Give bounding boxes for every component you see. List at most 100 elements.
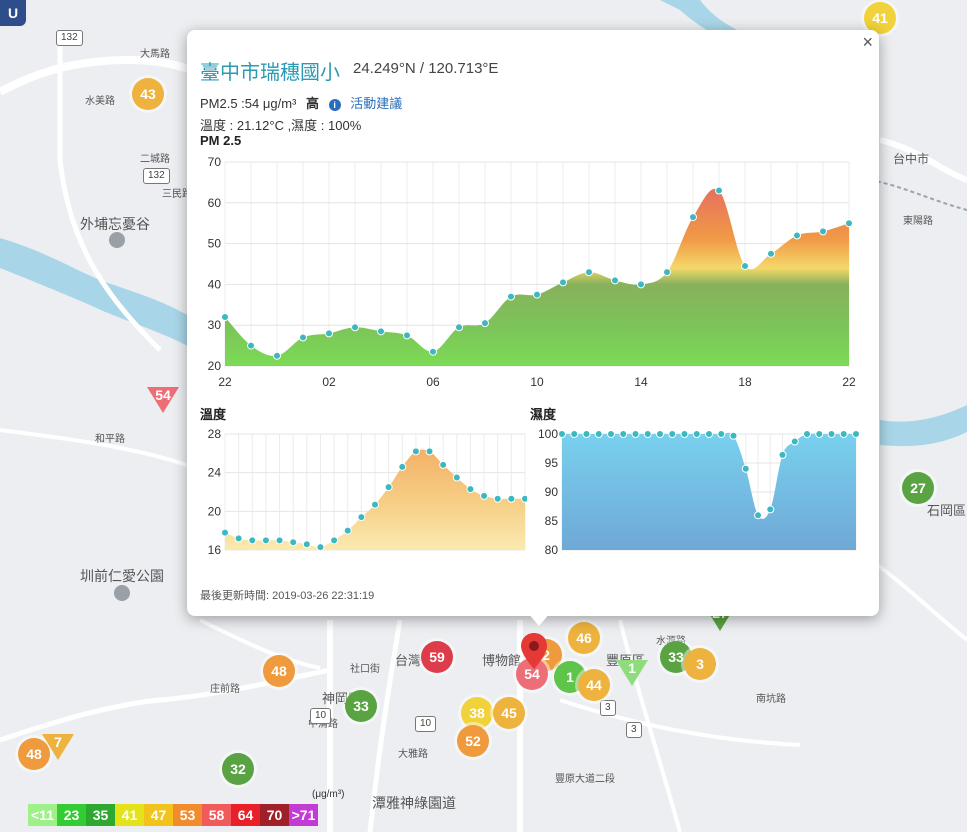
data-point[interactable] xyxy=(234,534,243,543)
data-point[interactable] xyxy=(680,430,689,438)
data-point[interactable] xyxy=(289,538,298,547)
data-point[interactable] xyxy=(371,500,379,509)
data-point[interactable] xyxy=(741,262,749,271)
data-point[interactable] xyxy=(248,536,257,545)
data-point[interactable] xyxy=(384,483,393,492)
data-point[interactable] xyxy=(705,430,713,438)
data-point[interactable] xyxy=(411,447,420,456)
data-point[interactable] xyxy=(689,213,697,222)
data-point[interactable] xyxy=(729,431,738,440)
data-point[interactable] xyxy=(439,460,448,469)
data-point[interactable] xyxy=(631,430,640,438)
data-point[interactable] xyxy=(299,333,307,342)
data-point[interactable] xyxy=(533,290,541,299)
data-point[interactable] xyxy=(558,430,566,438)
info-icon[interactable]: i xyxy=(328,99,341,111)
data-point[interactable] xyxy=(466,485,475,494)
data-point[interactable] xyxy=(715,186,723,195)
data-point[interactable] xyxy=(455,323,463,332)
data-point[interactable] xyxy=(766,505,775,514)
data-point[interactable] xyxy=(637,280,645,289)
data-point[interactable] xyxy=(343,526,352,535)
location-pin-icon[interactable] xyxy=(521,633,547,669)
data-point[interactable] xyxy=(330,536,339,545)
data-point[interactable] xyxy=(585,268,593,277)
data-point[interactable] xyxy=(767,249,775,258)
triangle-marker-value: 7 xyxy=(54,734,62,750)
data-point[interactable] xyxy=(827,430,836,438)
data-point[interactable] xyxy=(741,464,750,473)
data-point[interactable] xyxy=(221,313,229,322)
activity-advice-link[interactable]: 活動建議 xyxy=(350,96,403,111)
data-point[interactable] xyxy=(521,494,528,503)
data-point[interactable] xyxy=(247,341,255,350)
data-point[interactable] xyxy=(357,513,366,522)
data-point[interactable] xyxy=(275,536,284,545)
y-tick-label: 70 xyxy=(208,155,222,169)
data-point[interactable] xyxy=(839,430,848,438)
triangle-marker-value: 1 xyxy=(628,660,636,676)
data-point[interactable] xyxy=(692,430,701,438)
data-point[interactable] xyxy=(403,331,411,340)
station-marker[interactable]: 59 xyxy=(421,641,453,673)
station-marker[interactable]: 48 xyxy=(263,655,295,687)
station-triangle-marker[interactable]: 54 xyxy=(147,387,179,413)
station-marker[interactable]: 41 xyxy=(864,2,896,34)
data-point[interactable] xyxy=(611,276,619,285)
station-marker[interactable]: 43 xyxy=(132,78,164,110)
data-point[interactable] xyxy=(717,430,726,438)
data-point[interactable] xyxy=(619,430,628,438)
data-point[interactable] xyxy=(273,351,281,360)
data-point[interactable] xyxy=(845,219,853,228)
station-marker[interactable]: 45 xyxy=(493,697,525,729)
data-point[interactable] xyxy=(594,430,603,438)
data-point[interactable] xyxy=(607,430,615,438)
data-point[interactable] xyxy=(377,327,385,336)
close-icon[interactable]: × xyxy=(862,32,873,52)
data-point[interactable] xyxy=(570,430,579,438)
data-point[interactable] xyxy=(668,430,677,438)
data-point[interactable] xyxy=(778,450,787,459)
last-updated: 最後更新時間: 2019-03-26 22:31:19 xyxy=(200,590,375,602)
data-point[interactable] xyxy=(261,536,270,545)
data-point[interactable] xyxy=(754,511,762,520)
data-point[interactable] xyxy=(481,319,489,328)
station-marker[interactable]: 38 xyxy=(461,697,493,729)
station-marker[interactable]: 46 xyxy=(568,622,600,654)
data-point[interactable] xyxy=(663,268,671,277)
data-point[interactable] xyxy=(221,528,229,537)
station-marker[interactable]: 27 xyxy=(902,472,934,504)
data-point[interactable] xyxy=(398,462,407,471)
data-point[interactable] xyxy=(316,543,325,552)
data-point[interactable] xyxy=(819,227,827,236)
user-button[interactable]: U xyxy=(0,0,26,26)
data-point[interactable] xyxy=(493,494,502,503)
data-point[interactable] xyxy=(559,278,567,287)
station-marker[interactable]: 44 xyxy=(578,669,610,701)
data-point[interactable] xyxy=(507,292,515,301)
data-point[interactable] xyxy=(803,430,811,438)
station-triangle-marker[interactable]: 1 xyxy=(616,660,648,686)
station-marker[interactable]: 33 xyxy=(345,690,377,722)
data-point[interactable] xyxy=(643,430,652,438)
data-point[interactable] xyxy=(452,473,461,482)
data-point[interactable] xyxy=(815,430,824,438)
station-triangle-marker[interactable]: 7 xyxy=(42,734,74,760)
station-marker[interactable]: 52 xyxy=(457,725,489,757)
data-point[interactable] xyxy=(480,491,489,500)
data-point[interactable] xyxy=(852,430,860,438)
data-point[interactable] xyxy=(582,430,591,438)
data-point[interactable] xyxy=(507,494,516,503)
data-point[interactable] xyxy=(429,347,437,356)
data-point[interactable] xyxy=(325,329,333,338)
data-point[interactable] xyxy=(656,430,664,438)
station-popup: × 臺中市瑞穗國小 24.249°N / 120.713°E PM2.5 :54… xyxy=(187,30,879,616)
station-marker[interactable]: 32 xyxy=(222,753,254,785)
data-point[interactable] xyxy=(425,447,434,456)
data-point[interactable] xyxy=(790,437,799,446)
map-label: 中清路 xyxy=(308,719,338,730)
data-point[interactable] xyxy=(793,231,801,240)
station-marker[interactable]: 3 xyxy=(684,648,716,680)
data-point[interactable] xyxy=(302,540,311,549)
data-point[interactable] xyxy=(351,323,359,332)
